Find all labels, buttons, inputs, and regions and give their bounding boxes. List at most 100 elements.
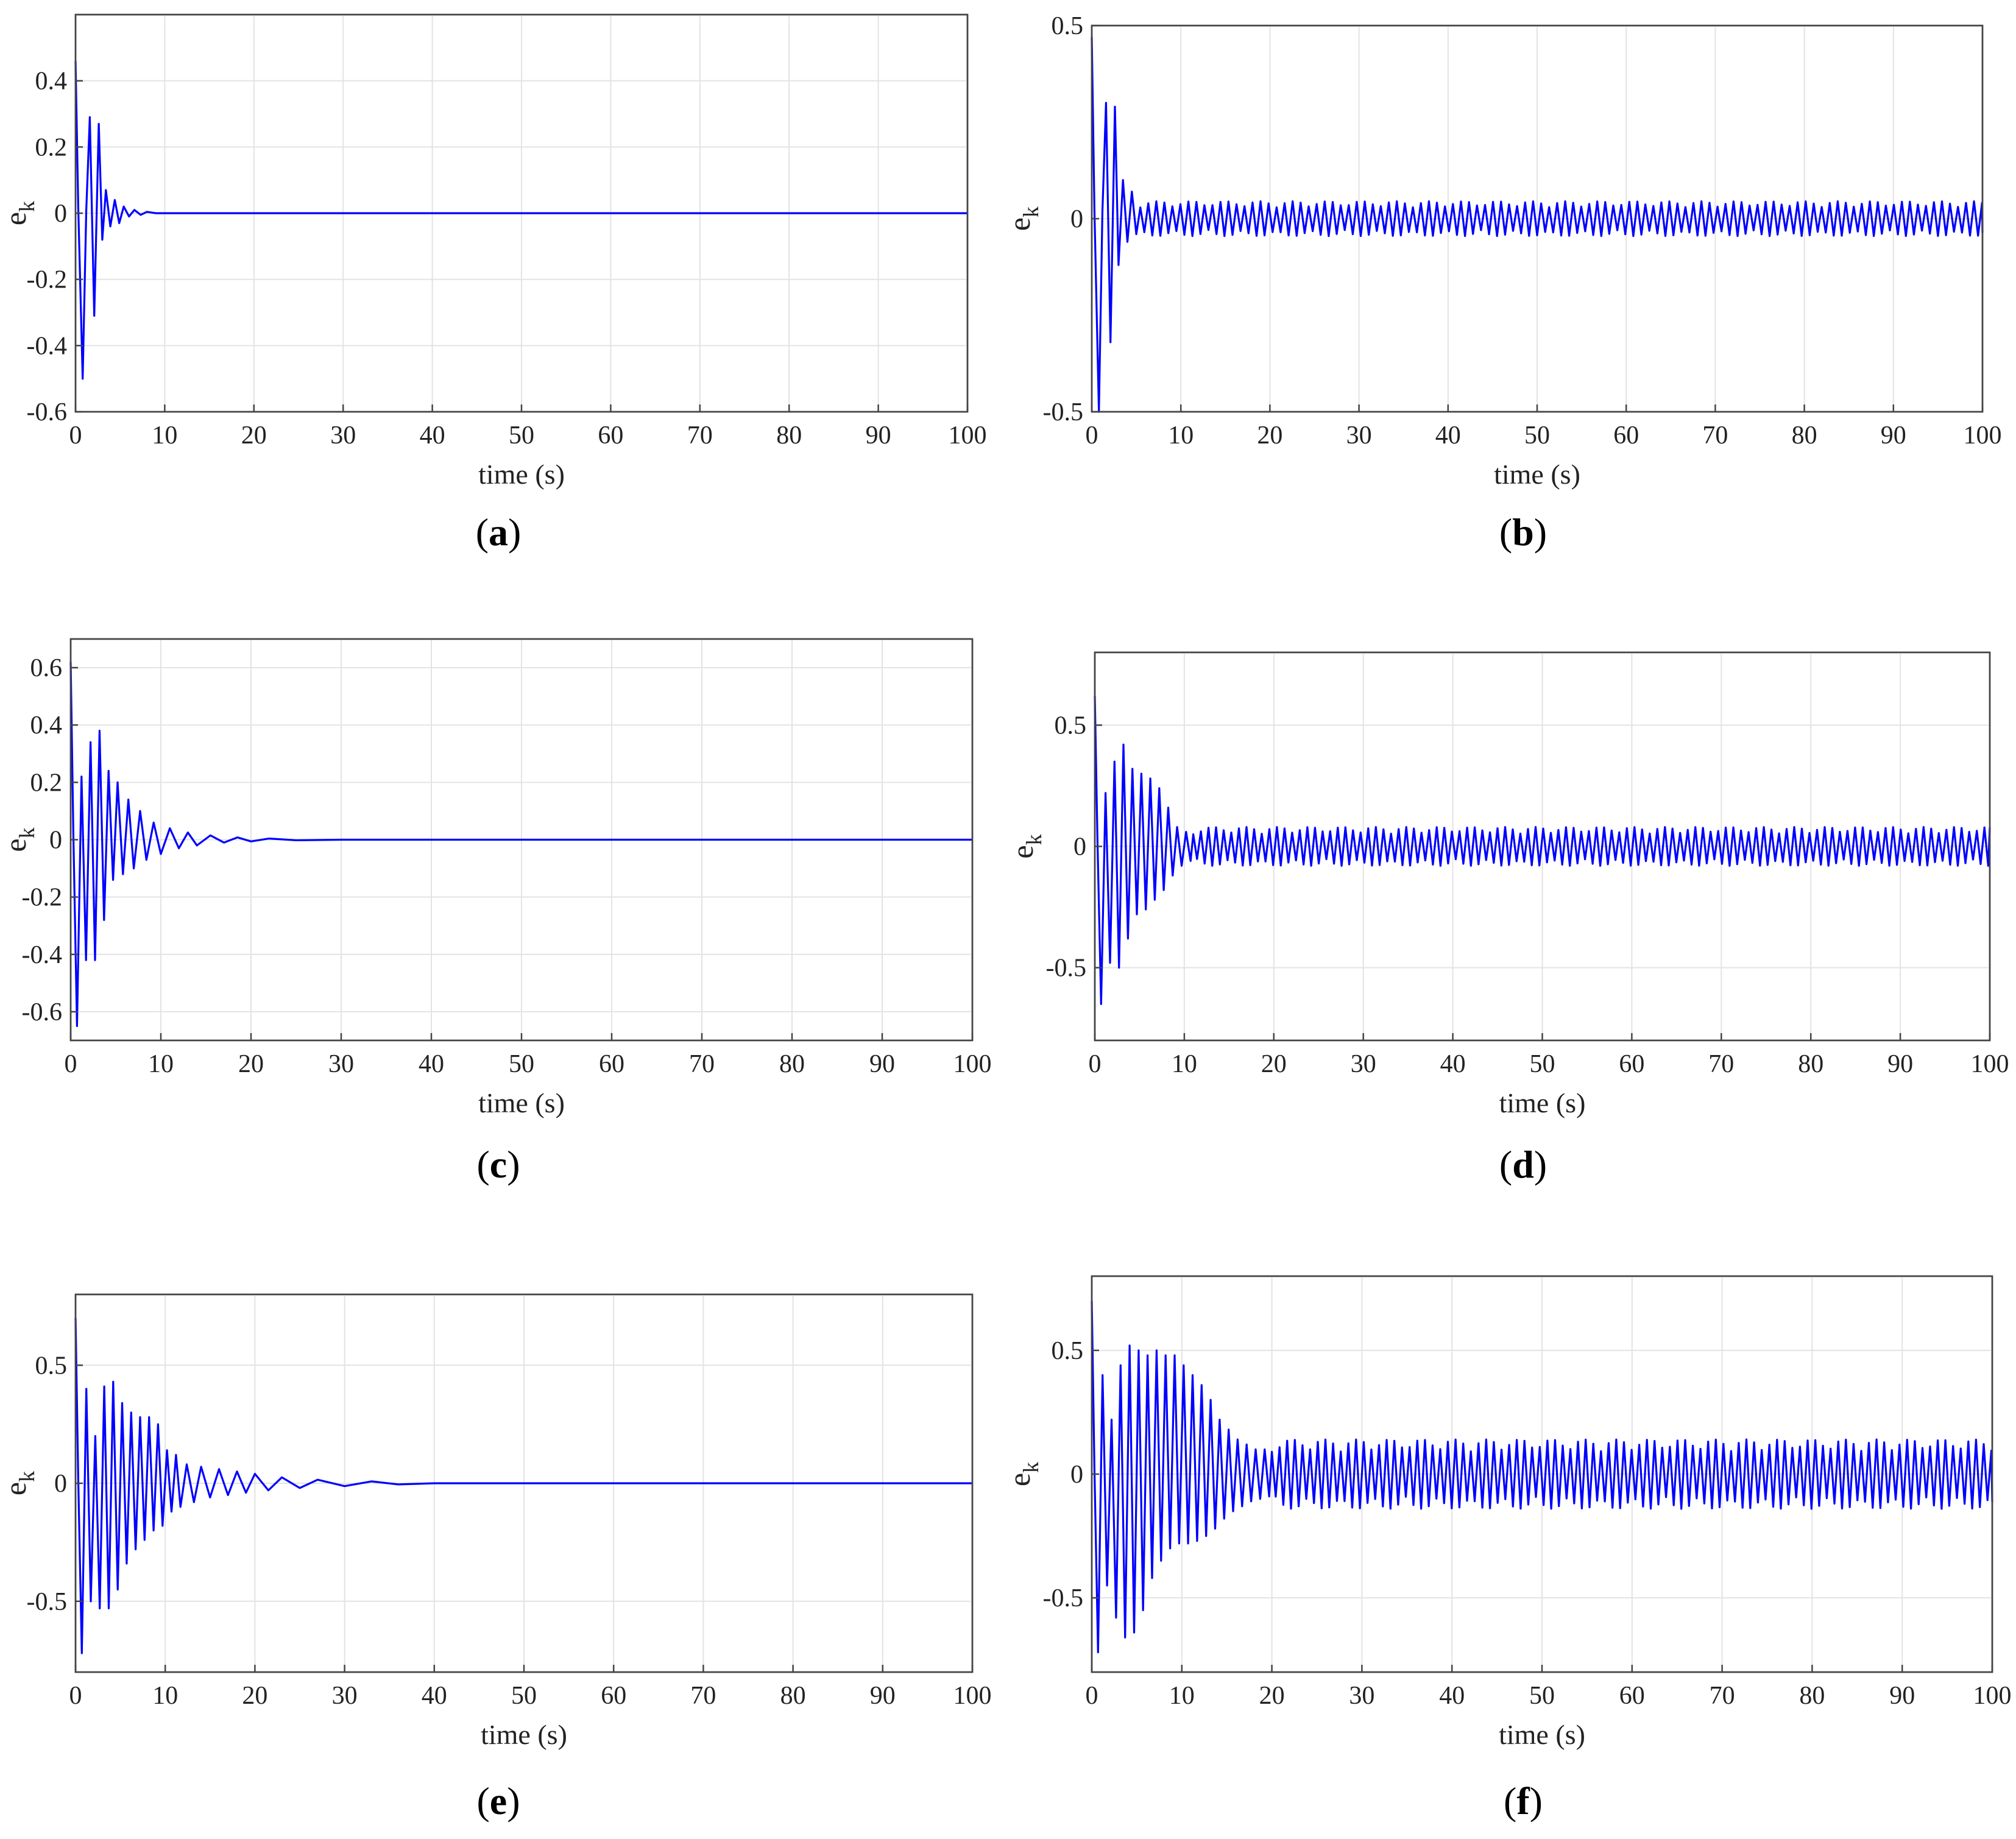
x-tick-label: 60	[598, 422, 623, 450]
x-tick-label: 30	[328, 1050, 354, 1078]
y-tick-label: 0	[1070, 1461, 1083, 1489]
x-tick-label: 70	[1710, 1682, 1735, 1710]
x-axis-label: time (s)	[1494, 459, 1580, 490]
series-line-0	[1091, 37, 1984, 413]
x-tick-label: 10	[148, 1050, 174, 1078]
x-tick-label: 80	[776, 422, 802, 450]
x-tick-label: 80	[1798, 1050, 1823, 1078]
x-tick-label: 50	[1529, 1682, 1555, 1710]
x-tick-label: 0	[65, 1050, 77, 1078]
x-tick-label: 50	[509, 422, 534, 450]
x-tick-label: 0	[69, 1682, 82, 1710]
x-tick-label: 60	[1619, 1682, 1645, 1710]
y-tick-label: 0	[54, 200, 67, 228]
x-tick-label: 30	[332, 1682, 358, 1710]
x-tick-label: 100	[949, 422, 987, 450]
x-tick-label: 90	[1889, 1682, 1915, 1710]
y-tick-label: 0.5	[35, 1352, 68, 1380]
x-tick-label: 40	[1435, 422, 1461, 450]
x-tick-label: 50	[509, 1050, 534, 1078]
x-tick-label: 100	[953, 1682, 992, 1710]
y-axis-label: ek	[0, 1471, 39, 1495]
x-tick-label: 90	[866, 422, 891, 450]
panel-label: (a)	[476, 510, 522, 554]
panel-f: 0 10 20 30 40 50 60 70 80 90 100 -0.5 0 0.5 time (s) ek	[1002, 1275, 2012, 1750]
y-tick-label: 0.5	[1052, 1337, 1084, 1365]
series-line-0	[69, 662, 972, 1028]
x-tick-label: 40	[419, 1050, 444, 1078]
x-tick-label: 0	[1089, 1050, 1102, 1078]
x-tick-label: 90	[870, 1682, 896, 1710]
y-tick-label: 0.5	[1055, 711, 1087, 739]
x-tick-label: 20	[242, 1682, 267, 1710]
x-axis-label: time (s)	[481, 1719, 567, 1750]
x-tick-label: 70	[1702, 422, 1728, 450]
x-tick-label: 60	[599, 1050, 624, 1078]
y-axis-label: ek	[1002, 206, 1043, 231]
x-tick-label: 20	[238, 1050, 264, 1078]
y-tick-label: -0.5	[1043, 1584, 1084, 1612]
y-axis-label: ek	[0, 827, 39, 852]
x-tick-label: 40	[1439, 1682, 1465, 1710]
x-tick-label: 90	[869, 1050, 895, 1078]
x-tick-label: 30	[1351, 1050, 1376, 1078]
x-tick-label: 10	[1172, 1050, 1197, 1078]
x-tick-label: 50	[511, 1682, 537, 1710]
x-tick-label: 20	[1259, 1682, 1285, 1710]
x-tick-label: 30	[330, 422, 356, 450]
x-tick-label: 70	[687, 422, 713, 450]
x-tick-label: 60	[1619, 1050, 1644, 1078]
x-tick-label: 60	[601, 1682, 626, 1710]
x-tick-label: 80	[780, 1682, 806, 1710]
y-tick-label: 0.6	[30, 654, 63, 682]
x-tick-label: 10	[1169, 1682, 1195, 1710]
y-tick-label: -0.2	[27, 266, 68, 294]
x-tick-label: 20	[1257, 422, 1282, 450]
x-tick-label: 70	[690, 1682, 716, 1710]
x-tick-label: 80	[779, 1050, 805, 1078]
y-tick-label: 0	[49, 827, 62, 855]
panel-e: 0 10 20 30 40 50 60 70 80 90 100 -0.5 0 0.5 time (s) ek	[0, 1293, 992, 1750]
x-tick-label: 60	[1613, 422, 1639, 450]
x-tick-label: 40	[1440, 1050, 1466, 1078]
x-tick-label: 10	[152, 1682, 178, 1710]
x-tick-label: 0	[1086, 1682, 1098, 1710]
x-tick-label: 100	[1964, 422, 2002, 450]
x-tick-label: 0	[69, 422, 82, 450]
x-tick-label: 0	[1086, 422, 1098, 450]
y-tick-label: 0	[1073, 833, 1086, 861]
x-tick-label: 20	[1261, 1050, 1287, 1078]
x-tick-label: 30	[1349, 1682, 1374, 1710]
x-tick-label: 100	[953, 1050, 992, 1078]
x-tick-label: 30	[1346, 422, 1372, 450]
x-tick-label: 50	[1524, 422, 1550, 450]
y-axis-label: ek	[1002, 1462, 1043, 1486]
y-tick-label: 0.2	[35, 133, 68, 161]
panel-label: (f)	[1504, 1779, 1543, 1823]
x-axis-label: time (s)	[478, 1087, 565, 1118]
series-line-0	[1094, 696, 1991, 1005]
x-tick-label: 50	[1530, 1050, 1555, 1078]
x-axis-label: time (s)	[1499, 1719, 1585, 1750]
y-tick-label: -0.5	[1046, 955, 1087, 983]
panel-label: (b)	[1499, 510, 1547, 554]
panel-label: (e)	[476, 1779, 520, 1823]
x-tick-label: 20	[241, 422, 267, 450]
y-tick-label: -0.4	[27, 332, 68, 360]
x-tick-label: 90	[1881, 422, 1906, 450]
y-tick-label: -0.6	[22, 998, 63, 1026]
x-axis-label: time (s)	[478, 459, 565, 490]
x-tick-label: 80	[1799, 1682, 1825, 1710]
x-tick-label: 70	[1708, 1050, 1734, 1078]
x-tick-label: 90	[1887, 1050, 1913, 1078]
y-tick-label: -0.4	[22, 941, 63, 969]
y-axis-label: ek	[1005, 834, 1046, 858]
panel-label: (c)	[476, 1143, 520, 1186]
y-axis-label: ek	[0, 201, 39, 225]
panel-d: 0 10 20 30 40 50 60 70 80 90 100 -0.5 0 0.5 time (s) ek	[1005, 651, 2009, 1118]
series-line-0	[1091, 1301, 1993, 1654]
panel-a: 0 10 20 30 40 50 60 70 80 90 100 -0.6 -0.4 -0.2 0 0.2 0.…	[0, 13, 987, 490]
x-tick-label: 40	[422, 1682, 447, 1710]
